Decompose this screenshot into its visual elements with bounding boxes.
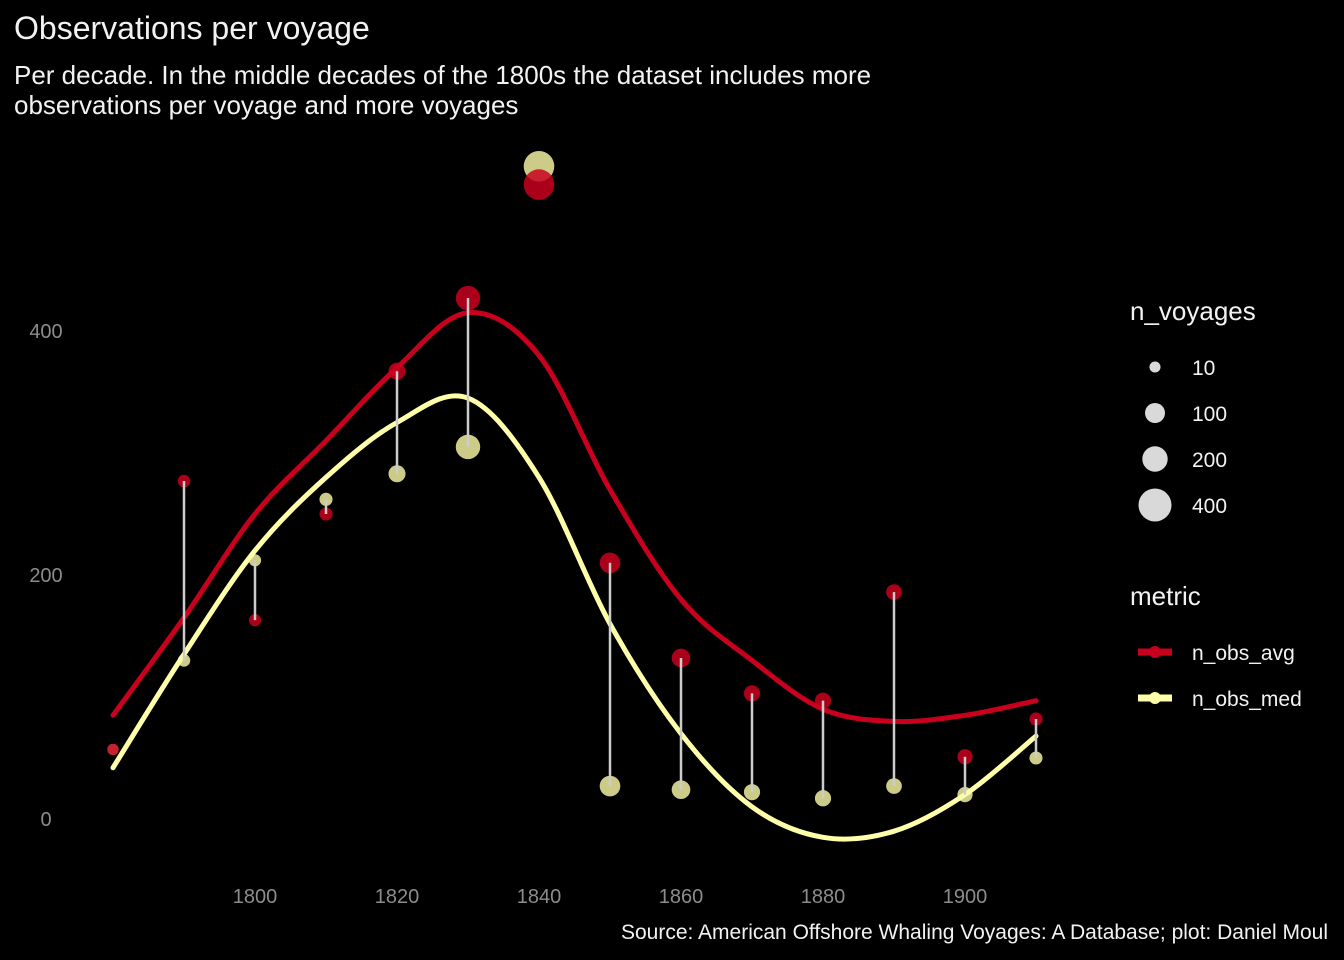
x-tick-label: 1900 xyxy=(943,886,988,908)
metric-legend-item: n_obs_avg xyxy=(1130,632,1295,678)
point-n-obs-avg xyxy=(107,743,119,756)
x-tick-label: 1820 xyxy=(375,886,420,908)
chart-caption: Source: American Offshore Whaling Voyage… xyxy=(620,921,1328,944)
size-legend-item: 100 xyxy=(1130,393,1256,439)
x-tick-label: 1800 xyxy=(233,886,278,908)
metric-legend-label: n_obs_med xyxy=(1192,688,1302,711)
size-legend-key xyxy=(1149,361,1161,373)
size-legend: n_voyages 10 100 200 400 xyxy=(1130,296,1256,531)
size-legend-key xyxy=(1138,488,1172,522)
size-legend-circle xyxy=(1138,488,1172,522)
x-tick-label: 1860 xyxy=(659,886,704,908)
metric-legend-item: n_obs_med xyxy=(1130,678,1302,724)
metric-legend-key xyxy=(1138,692,1172,704)
size-legend-label: 10 xyxy=(1192,357,1216,380)
size-legend-key xyxy=(1145,403,1165,423)
size-legend-circle xyxy=(1149,361,1161,373)
metric-legend-title: metric xyxy=(1130,581,1201,611)
point-n-obs-avg xyxy=(886,584,902,600)
size-legend-circle xyxy=(1142,446,1168,472)
size-legend-item: 200 xyxy=(1130,439,1256,485)
point-n-obs-avg xyxy=(523,169,555,200)
size-legend-label: 400 xyxy=(1192,495,1228,518)
y-tick-label: 400 xyxy=(29,321,62,343)
x-tick-label: 1880 xyxy=(801,886,846,908)
y-tick-label: 0 xyxy=(40,809,51,831)
size-legend-item: 10 xyxy=(1130,347,1256,393)
x-tick-label: 1840 xyxy=(517,886,562,908)
chart-title: Observations per voyage xyxy=(14,10,370,46)
chart-subtitle: Per decade. In the middle decades of the… xyxy=(14,60,872,120)
smooth-line-n-obs-med xyxy=(110,393,1039,842)
size-legend-label: 200 xyxy=(1192,449,1228,472)
metric-legend: metric n_obs_avg n_obs_med xyxy=(1130,581,1302,724)
size-legend-key xyxy=(1142,446,1168,472)
smooth-line-n-obs-avg xyxy=(110,310,1039,725)
size-legend-item: 400 xyxy=(1130,485,1256,531)
metric-legend-dot xyxy=(1149,692,1161,704)
size-legend-circle xyxy=(1145,403,1165,423)
y-tick-label: 200 xyxy=(29,565,62,587)
metric-legend-dot xyxy=(1149,646,1161,658)
size-legend-title: n_voyages xyxy=(1130,296,1256,326)
metric-legend-label: n_obs_avg xyxy=(1192,642,1295,665)
size-legend-label: 100 xyxy=(1192,403,1228,426)
metric-legend-key xyxy=(1138,646,1172,658)
